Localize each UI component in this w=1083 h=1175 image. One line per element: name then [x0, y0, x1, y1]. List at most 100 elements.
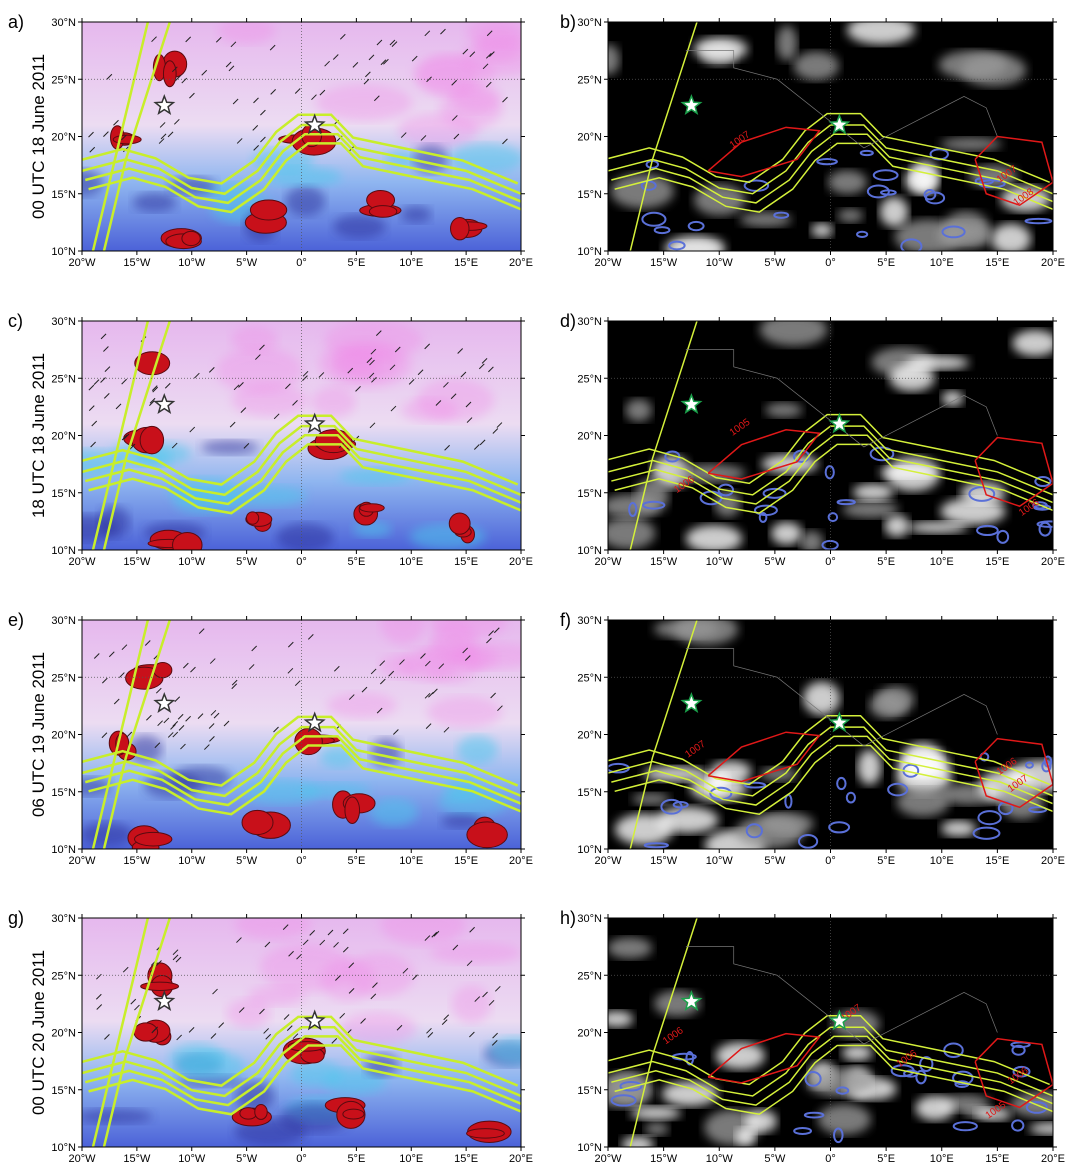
cloud-field	[744, 1109, 778, 1133]
cloud-cyan	[449, 143, 521, 174]
cloud-cyan	[488, 1036, 521, 1066]
wind-arrow	[208, 367, 215, 373]
y-tick-label: 15°N	[577, 488, 602, 500]
convective-cloud	[466, 1128, 505, 1139]
precip-contour	[773, 211, 790, 219]
wind-arrow	[113, 698, 120, 705]
wind-arrow	[115, 403, 122, 410]
wind-arrow	[420, 653, 426, 659]
precip-contour	[835, 1086, 850, 1095]
wind-arrow	[324, 60, 330, 67]
y-tick-label: 30°N	[577, 615, 602, 627]
y-tick-label: 20°N	[51, 132, 76, 144]
cloud-pink	[427, 696, 503, 728]
wind-arrow	[89, 146, 96, 153]
cloud-field	[827, 170, 868, 195]
dust-contour	[91, 321, 150, 550]
wind-arrow	[369, 359, 375, 366]
wind-arrow	[365, 71, 371, 78]
precip-contour	[642, 500, 666, 510]
x-tick-label: 15°W	[650, 855, 678, 867]
dust-contour	[629, 22, 698, 251]
wind-arrow	[149, 397, 156, 404]
x-tick-label: 20°E	[509, 257, 533, 269]
wind-arrow	[368, 54, 375, 61]
panel-label: c)	[8, 311, 23, 331]
dust-contour	[608, 1026, 1053, 1097]
wind-arrow	[327, 929, 334, 936]
wind-arrow	[101, 732, 108, 739]
y-tick-label: 10°N	[51, 545, 76, 557]
wind-arrow	[348, 988, 355, 994]
wind-arrow	[197, 713, 204, 719]
x-tick-label: 20°W	[68, 1153, 96, 1165]
map-panel	[82, 918, 521, 1147]
y-tick-label: 10°N	[51, 844, 76, 856]
cloud-field	[735, 1127, 756, 1147]
wind-arrow	[369, 422, 376, 429]
wind-arrow	[151, 36, 157, 43]
cloud-field	[759, 812, 814, 836]
wind-arrow	[488, 630, 495, 636]
dust-contour	[88, 1044, 521, 1116]
cloud-field	[664, 235, 726, 251]
dust-contour	[611, 735, 1053, 806]
wind-arrow	[270, 89, 277, 95]
precip-contour	[1034, 476, 1052, 488]
wind-arrow	[103, 392, 110, 399]
precip-contour	[872, 169, 899, 182]
cloud-field	[608, 517, 656, 550]
wind-arrow	[318, 372, 325, 378]
cloud-cyan	[438, 787, 509, 816]
y-tick-label: 25°N	[51, 373, 76, 385]
cloud-cyan	[82, 1108, 153, 1124]
star-marker	[153, 392, 176, 415]
wind-arrow	[170, 724, 176, 730]
dust-contour	[91, 22, 150, 251]
x-tick-label: 15°W	[650, 1153, 678, 1165]
precip-contour	[996, 529, 1010, 544]
wind-arrow	[201, 69, 208, 76]
wind-arrow	[282, 924, 289, 930]
row-label: 00 UTC 20 June 2011	[29, 950, 48, 1115]
wind-arrow	[209, 736, 215, 742]
precip-contour	[610, 1094, 637, 1107]
wind-arrow	[121, 644, 128, 651]
wind-arrow	[494, 985, 501, 992]
wind-arrow	[473, 444, 480, 450]
dust-contour	[629, 321, 698, 550]
precip-contour	[869, 446, 895, 462]
wind-arrow	[466, 960, 473, 967]
convective-cloud	[139, 425, 165, 455]
cloud-field	[940, 497, 1006, 525]
cloud-field	[884, 514, 910, 537]
y-tick-label: 15°N	[577, 1085, 602, 1097]
wind-arrow	[309, 930, 316, 936]
wind-arrow	[311, 94, 317, 101]
x-tick-label: 10°W	[178, 855, 206, 867]
x-tick-label: 10°W	[706, 556, 734, 568]
panel-label: e)	[8, 610, 24, 630]
star-marker	[303, 711, 326, 733]
wind-arrow	[96, 1004, 103, 1010]
cloud-field	[1028, 1122, 1053, 1135]
precip-contour	[672, 801, 689, 809]
dust-contour	[614, 744, 1053, 815]
wind-arrow	[171, 66, 178, 73]
wind-arrow	[426, 76, 432, 83]
wind-arrow	[260, 109, 266, 116]
cloud-field	[693, 37, 748, 62]
dust-contour	[82, 414, 519, 486]
wind-arrow	[285, 383, 291, 390]
wind-arrow	[159, 122, 166, 128]
wind-arrow	[273, 726, 279, 733]
wind-arrow	[465, 401, 472, 408]
convective-cloud	[450, 216, 470, 241]
wind-arrow	[376, 39, 383, 46]
y-tick-label: 10°N	[577, 545, 602, 557]
wind-arrow	[164, 382, 171, 389]
precip-contour	[941, 225, 966, 239]
cloud-cyan	[285, 185, 326, 217]
cloud-field	[841, 1045, 873, 1061]
